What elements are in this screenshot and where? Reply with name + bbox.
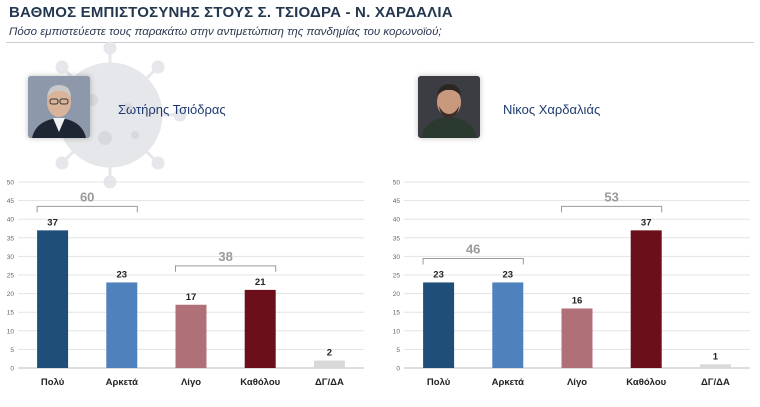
y-tick-label: 0 [396, 366, 400, 373]
data-label: 16 [572, 295, 583, 306]
category-label: Λίγο [567, 377, 587, 388]
y-tick-label: 30 [7, 254, 15, 261]
bar-katholou [630, 230, 662, 368]
bar-dgda [313, 360, 345, 368]
person-photo-tsiodras-icon [28, 76, 90, 138]
y-tick-label: 45 [7, 198, 15, 205]
bar-arketa [106, 282, 138, 368]
bar-poly [37, 230, 69, 368]
trust-bar-chart-tsiodras: 0 5 10 15 20 25 30 35 40 45 50 37 Πολύ 23 Αρκετά 17 Λίγο… [7, 180, 364, 388]
y-tick-label: 30 [393, 254, 401, 261]
y-tick-label: 20 [393, 291, 401, 298]
trust-bar-chart-hardalias: 0 5 10 15 20 25 30 35 40 45 50 23 Πολύ 23 Αρκετά 16 Λίγο… [393, 180, 750, 388]
data-label: 17 [186, 292, 197, 303]
category-label: Πολύ [427, 377, 451, 388]
page-subtitle: Πόσο εμπιστεύεστε τους παρακάτω στην αντ… [9, 26, 442, 38]
bar-ligo [175, 304, 207, 368]
chart-hardalias: 0 5 10 15 20 25 30 35 40 45 50 23 Πολύ 23 Αρκετά 16 Λίγο… [390, 170, 760, 400]
data-label: 37 [641, 217, 652, 228]
category-label: ΔΓ/ΔΑ [315, 377, 344, 388]
y-tick-label: 15 [393, 310, 401, 317]
data-label: 21 [255, 277, 266, 288]
y-tick-label: 5 [10, 347, 14, 354]
header-divider [6, 42, 754, 43]
page-title: ΒΑΘΜΟΣ ΕΜΠΙΣΤΟΣΥΝΗΣ ΣΤΟΥΣ Σ. ΤΣΙΟΔΡΑ - Ν… [9, 4, 453, 21]
y-tick-label: 10 [393, 328, 401, 335]
bracket-line [175, 265, 277, 272]
bracket-total-label: 38 [218, 249, 232, 264]
bracket-total-label: 53 [604, 189, 618, 204]
category-label: Καθόλου [240, 377, 280, 388]
person-name-tsiodras: Σωτήρης Τσιόδρας [118, 102, 226, 117]
person-photo-hardalias-icon [418, 76, 480, 138]
bracket-total-label: 46 [466, 241, 480, 256]
data-label: 37 [47, 217, 58, 228]
data-label: 2 [327, 348, 332, 359]
bar-arketa [492, 282, 524, 368]
y-tick-label: 25 [393, 273, 401, 280]
y-tick-label: 5 [396, 347, 400, 354]
chart-tsiodras: 0 5 10 15 20 25 30 35 40 45 50 37 Πολύ 23 Αρκετά 17 Λίγο… [4, 170, 374, 400]
avatar-hardalias [418, 76, 480, 138]
category-label: Αρκετά [106, 377, 139, 388]
y-tick-label: 35 [7, 235, 15, 242]
y-tick-label: 50 [393, 180, 401, 187]
data-label: 1 [713, 351, 719, 362]
category-label: Πολύ [41, 377, 65, 388]
data-label: 23 [117, 269, 128, 280]
category-label: ΔΓ/ΔΑ [701, 377, 730, 388]
bar-poly [423, 282, 455, 368]
category-label: Αρκετά [492, 377, 525, 388]
y-tick-label: 40 [7, 217, 15, 224]
y-tick-label: 25 [7, 273, 15, 280]
bar-ligo [561, 308, 593, 368]
avatar-tsiodras [28, 76, 90, 138]
category-label: Λίγο [181, 377, 201, 388]
bracket-total-label: 60 [80, 189, 94, 204]
person-name-hardalias: Νίκος Χαρδαλιάς [503, 102, 601, 117]
y-tick-label: 40 [393, 217, 401, 224]
bracket-line [422, 257, 524, 265]
y-tick-label: 0 [10, 366, 14, 373]
y-tick-label: 10 [7, 328, 15, 335]
y-tick-label: 35 [393, 235, 401, 242]
bracket-line [561, 205, 663, 213]
bar-dgda [699, 364, 731, 368]
category-label: Καθόλου [626, 377, 666, 388]
y-tick-label: 45 [393, 198, 401, 205]
bracket-line [36, 205, 138, 213]
y-tick-label: 50 [7, 180, 15, 187]
data-label: 23 [503, 269, 514, 280]
y-tick-label: 15 [7, 310, 15, 317]
bar-katholou [244, 289, 276, 368]
y-tick-label: 20 [7, 291, 15, 298]
data-label: 23 [433, 269, 444, 280]
